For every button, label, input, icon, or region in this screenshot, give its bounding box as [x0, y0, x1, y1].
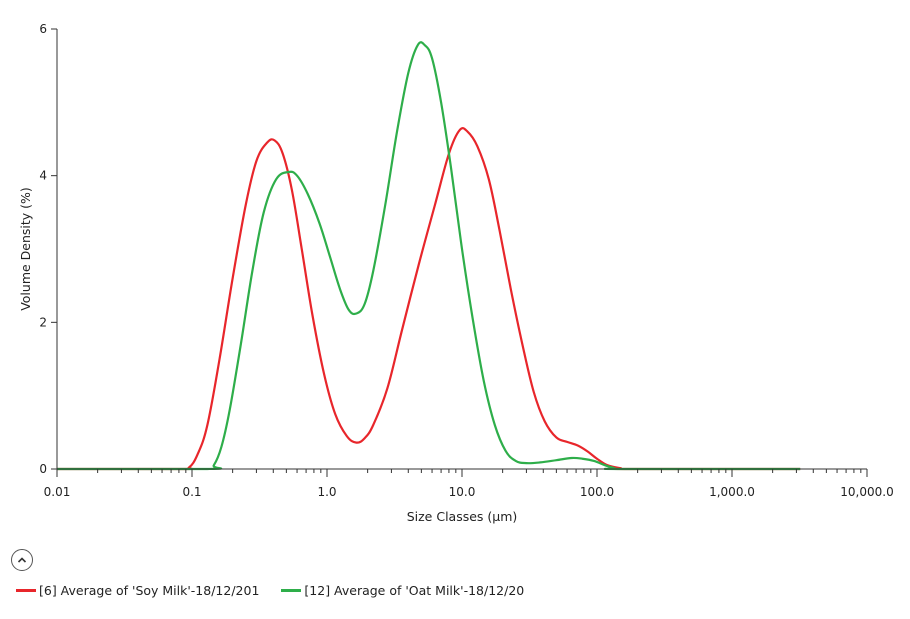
series-layer	[57, 41, 801, 471]
axes-layer: 0 2 4 6 0.01 0.1 1.0 10.0 100.0 1,000.0 10,000.0	[39, 22, 893, 499]
y-tick-label: 4	[39, 169, 47, 183]
series-line-0	[57, 127, 801, 471]
collapse-legend-button[interactable]	[11, 549, 33, 571]
legend-item-soy-milk[interactable]: [6] Average of 'Soy Milk'-18/12/201	[16, 583, 259, 598]
y-axis-title: Volume Density (%)	[18, 187, 33, 311]
chart-legend: [6] Average of 'Soy Milk'-18/12/201 [12]…	[16, 583, 524, 598]
x-tick-label: 1.0	[317, 485, 336, 499]
y-tick-label: 6	[39, 22, 47, 36]
x-tick-label: 100.0	[580, 485, 614, 499]
legend-swatch	[16, 589, 36, 592]
legend-label: [12] Average of 'Oat Milk'-18/12/20	[304, 583, 525, 598]
particle-size-chart: 0 2 4 6 0.01 0.1 1.0 10.0 100.0 1,000.0 10,000.0 S…	[18, 22, 894, 524]
chevron-up-icon	[17, 557, 27, 563]
x-tick-label: 0.01	[44, 485, 71, 499]
y-tick-label: 2	[39, 315, 47, 329]
y-tick-label: 0	[39, 462, 47, 476]
x-tick-label: 10,000.0	[840, 485, 893, 499]
x-tick-label: 1,000.0	[709, 485, 755, 499]
x-tick-label: 10.0	[449, 485, 476, 499]
legend-swatch	[281, 589, 302, 592]
legend-item-oat-milk[interactable]: [12] Average of 'Oat Milk'-18/12/20	[281, 583, 524, 598]
series-line-1	[57, 41, 801, 471]
x-tick-label: 0.1	[182, 485, 201, 499]
legend-label: [6] Average of 'Soy Milk'-18/12/201	[39, 583, 260, 598]
x-axis-title: Size Classes (µm)	[407, 509, 518, 524]
